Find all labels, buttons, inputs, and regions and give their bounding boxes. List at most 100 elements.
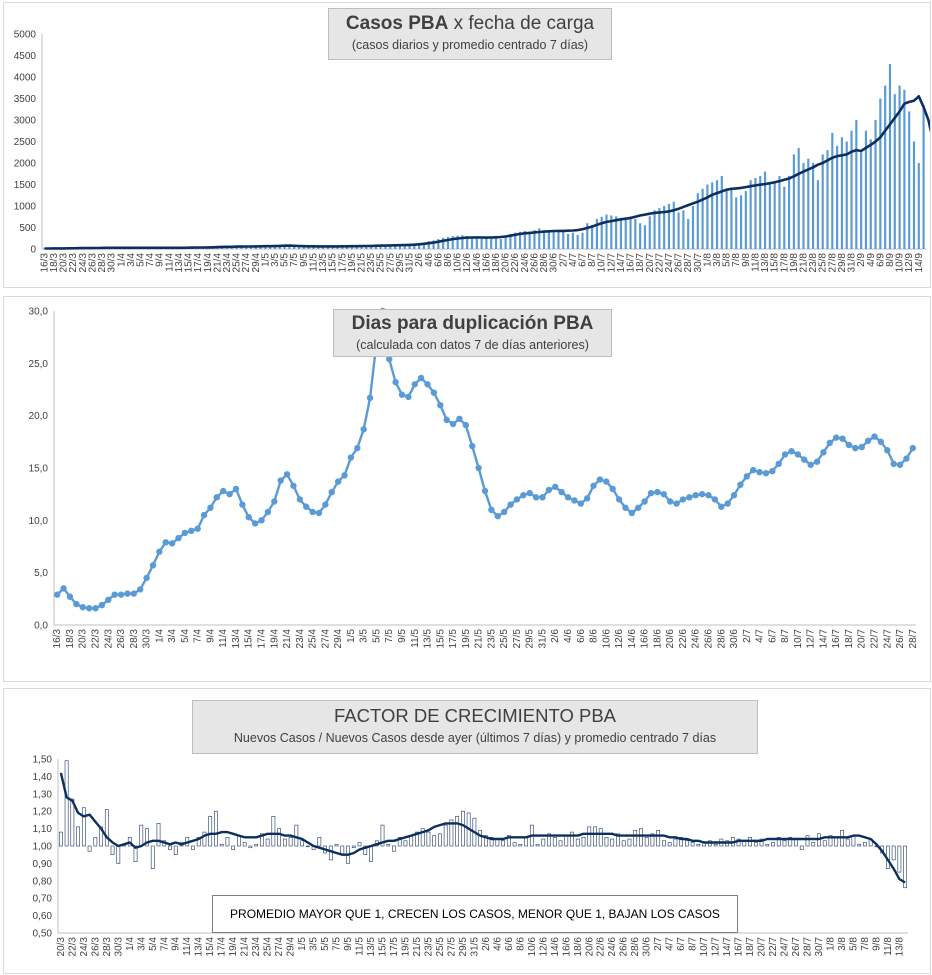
- x-tick-label: 13/5: [423, 629, 434, 649]
- bar: [489, 837, 494, 847]
- data-point: [411, 381, 418, 388]
- x-tick-label: 22/6: [678, 629, 689, 649]
- x-tick-label: 6/7: [577, 253, 588, 267]
- bar: [288, 246, 291, 249]
- bar: [908, 111, 911, 250]
- bar: [604, 837, 609, 847]
- data-point: [500, 508, 508, 516]
- x-tick-label: 7/4: [159, 937, 170, 951]
- x-tick-label: 28/6: [630, 937, 641, 957]
- data-point: [149, 562, 157, 569]
- bar: [648, 216, 651, 249]
- data-point: [66, 593, 74, 600]
- growth-factor-chart: 0,50 0,60 0,70 0,80 0,90 1,00 1,10 1,20 1,30 1,40…: [33, 755, 908, 957]
- x-tick-label: 16/6: [561, 937, 572, 957]
- x-tick-label: 29/8: [837, 253, 848, 273]
- bar: [893, 94, 896, 249]
- y-tick-label: 1,40: [33, 772, 53, 783]
- x-tick-label: 24/3: [103, 629, 114, 649]
- bar: [811, 842, 816, 847]
- data-point: [456, 415, 463, 423]
- x-tick-label: 30/6: [549, 253, 560, 273]
- bar: [466, 236, 469, 249]
- bar: [413, 243, 416, 249]
- bar: [283, 246, 286, 249]
- bar: [523, 230, 526, 249]
- y-tick-label: 0,60: [33, 911, 53, 922]
- data-point: [832, 434, 840, 441]
- x-tick-label: 20/7: [857, 629, 868, 649]
- bar: [321, 246, 325, 249]
- bar: [778, 175, 781, 249]
- bar: [449, 819, 454, 847]
- x-tick-label: 7/4: [193, 629, 204, 643]
- bar: [587, 826, 592, 847]
- data-point: [641, 498, 648, 505]
- bar: [219, 843, 224, 847]
- data-point: [488, 506, 495, 514]
- bar: [753, 842, 758, 847]
- data-point: [220, 487, 227, 495]
- bar: [749, 180, 752, 249]
- bar: [679, 837, 684, 847]
- data-point: [79, 604, 86, 611]
- data-point: [781, 451, 789, 458]
- data-point: [749, 466, 757, 474]
- bar: [443, 824, 448, 847]
- x-tick-label: 6/6: [504, 937, 515, 951]
- bar: [64, 760, 69, 847]
- data-point: [705, 492, 712, 499]
- x-tick-label: 26/3: [116, 629, 127, 649]
- bar: [615, 216, 618, 249]
- data-point: [73, 600, 80, 608]
- data-point: [730, 492, 738, 499]
- x-tick-label: 3/5: [309, 937, 320, 951]
- bar: [802, 163, 805, 249]
- x-tick-label: 4/6: [424, 253, 435, 267]
- data-point: [207, 504, 214, 511]
- x-tick-label: 15/8: [770, 253, 781, 273]
- bar: [341, 246, 344, 249]
- data-point: [53, 591, 61, 598]
- bar: [600, 216, 603, 249]
- x-tick-label: 14/9: [914, 253, 925, 273]
- x-tick-label: 27/4: [320, 629, 331, 649]
- cases-chart-title: Casos PBA x fecha de carga: [345, 13, 595, 34]
- doubling-chart-title: Dias para duplicación PBA: [351, 313, 594, 334]
- x-tick-label: 5/8: [722, 253, 733, 267]
- data-point: [251, 520, 259, 527]
- bar: [787, 175, 791, 249]
- x-tick-label: 1/4: [125, 937, 136, 951]
- growth-factor-annotation: PROMEDIO MAYOR QUE 1, CRECEN LOS CASOS, …: [212, 895, 738, 933]
- x-tick-label: 1/4: [154, 629, 165, 643]
- x-tick-label: 13/5: [366, 937, 377, 957]
- x-tick-label: 11/5: [355, 937, 366, 956]
- data-point: [475, 464, 482, 472]
- x-tick-label: 18/6: [652, 629, 663, 649]
- x-tick-label: 29/5: [395, 253, 406, 273]
- data-point: [360, 426, 367, 433]
- bar: [576, 234, 579, 249]
- doubling-chart-panel: 0,0 5,0 10,0 15,0 20,0 25,0 30,0 16/3 18/3 20/3 22…: [3, 296, 931, 682]
- bar: [834, 837, 839, 847]
- x-tick-label: 11/4: [164, 253, 175, 272]
- x-tick-label: 10/6: [527, 937, 538, 957]
- x-tick-label: 30/6: [729, 629, 740, 649]
- x-tick-label: 9/8: [741, 253, 752, 267]
- bar: [259, 246, 262, 249]
- bar: [58, 831, 63, 847]
- x-tick-label: 1/5: [260, 253, 271, 267]
- x-tick-label: 27/5: [385, 253, 396, 273]
- bar: [586, 223, 589, 249]
- bar: [653, 210, 656, 249]
- bar: [202, 831, 207, 847]
- data-point: [628, 509, 636, 517]
- bar: [725, 190, 728, 249]
- data-point: [156, 548, 163, 555]
- data-point: [111, 591, 118, 598]
- x-tick-label: 27/4: [241, 253, 252, 273]
- x-tick-label: 9/5: [397, 629, 408, 643]
- x-tick-label: 28/7: [908, 629, 919, 649]
- bar: [822, 840, 827, 847]
- x-tick-label: 17/5: [389, 937, 400, 957]
